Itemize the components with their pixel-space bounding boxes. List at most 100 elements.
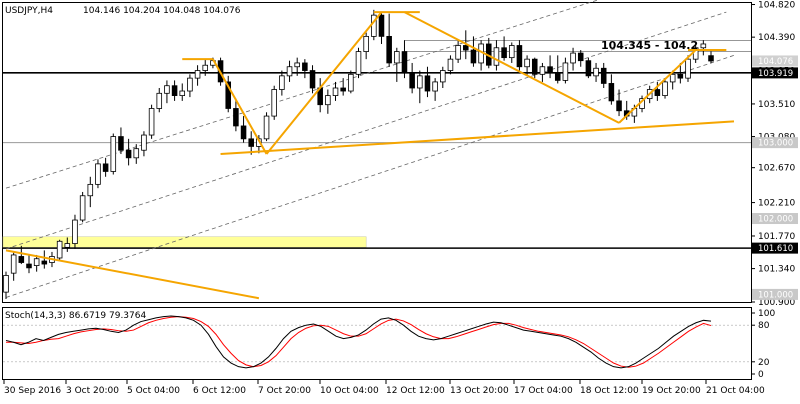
candle-body [325,95,331,106]
y-tick-label: 102.210 [758,199,795,209]
y-tick-label: 102.670 [758,164,795,174]
price-tag-label: 101.000 [758,290,793,300]
candle-body [156,92,163,109]
trend-line-4 [265,11,383,155]
candle-body [577,52,584,62]
candle-body [616,100,622,112]
ohlc-readout: 104.146 104.204 104.048 104.076 [83,6,241,16]
stoch-series-main [5,315,712,369]
candle-body [570,52,576,64]
candle-body [309,70,316,89]
candle-body [110,136,117,172]
candle-body [148,108,155,136]
candle-body [302,62,308,71]
candle-body [386,35,392,64]
candle-body [263,115,270,140]
candle-body [240,125,247,140]
candle-body [187,77,193,92]
candle-body [378,14,385,37]
x-tick-label: 6 Oct 12:00 [193,386,246,396]
y-tick-label: 100.900 [758,298,795,308]
candle-body [432,81,438,92]
x-tick-label: 19 Oct 20:00 [642,386,701,396]
x-tick-label: 7 Oct 20:00 [258,386,311,396]
candle-body [493,47,500,66]
candle-body [593,67,599,77]
candle-body [72,219,78,244]
y-tick-label: 103.510 [758,100,795,110]
symbol-title: USDJPY,H4 [5,6,53,16]
trend-line-7 [618,49,697,124]
candle-body [194,70,201,79]
candle-body [10,254,17,274]
x-tick-label: 3 Oct 20:00 [66,386,119,396]
candle-body [417,75,423,89]
candle-body [539,66,546,75]
price-tag-bg [752,288,798,300]
candle-body [33,258,40,266]
candle-body [18,256,25,263]
candle-body [133,148,140,159]
candle-body [677,73,684,79]
price-panel [2,2,752,303]
candle-body [286,66,293,77]
trend-line-1 [220,120,735,156]
stoch-y-tick-label: 80 [758,321,770,331]
price-tag-bg [752,137,798,149]
price-tag-bg [752,242,798,254]
stoch-label: Stoch(14,3,3) 86.6719 79.3764 [5,311,146,321]
candle-body [171,85,178,96]
candle-body [348,73,354,92]
stoch-panel [2,307,752,380]
candle-body [118,136,124,151]
candle-body [585,60,592,77]
x-tick-label: 10 Oct 04:00 [320,386,379,396]
candle-body [56,240,63,259]
candle-body [248,138,254,147]
x-tick-label: 21 Oct 04:00 [706,386,765,396]
candle-body [340,87,346,92]
candle-body [233,108,239,127]
candle-body [225,81,232,109]
candle-body [164,85,170,94]
candle-body [662,81,668,96]
candle-body [355,51,362,75]
candle-body [424,75,431,92]
candle-body [26,263,32,269]
stoch-y-tick-label: 100 [758,309,775,319]
candle-body [600,67,607,84]
candle-body [547,66,553,74]
candle-body [64,243,71,248]
x-tick-label: 30 Sep 2016 [4,386,61,396]
candle-body [554,72,561,81]
candle-body [516,45,523,68]
candle-body [41,260,48,265]
candle-body [463,45,469,51]
candle-body [79,195,86,221]
stoch-series-signal [6,316,712,368]
channel-line-2 [5,54,735,298]
candle-body [363,35,369,52]
trend-line-6 [404,11,620,124]
candle-body [562,62,569,81]
candle-body [501,47,507,59]
y-tick-label: 101.770 [758,232,795,242]
channel-line-1 [5,0,600,189]
candle-body [3,275,9,293]
candle-body [700,43,707,49]
candle-body [125,149,132,159]
candle-body [470,49,477,64]
candle-body [409,72,415,89]
candle-body [654,89,661,96]
candle-body [669,73,676,83]
candle-body [455,45,461,60]
candle-body [685,58,691,79]
price-tag-label: 103.919 [758,69,793,79]
candle-body [508,45,515,59]
price-tag-bg [752,55,798,67]
price-tag-label: 102.000 [758,215,793,225]
candle-body [102,163,109,172]
candle-body [279,75,285,90]
